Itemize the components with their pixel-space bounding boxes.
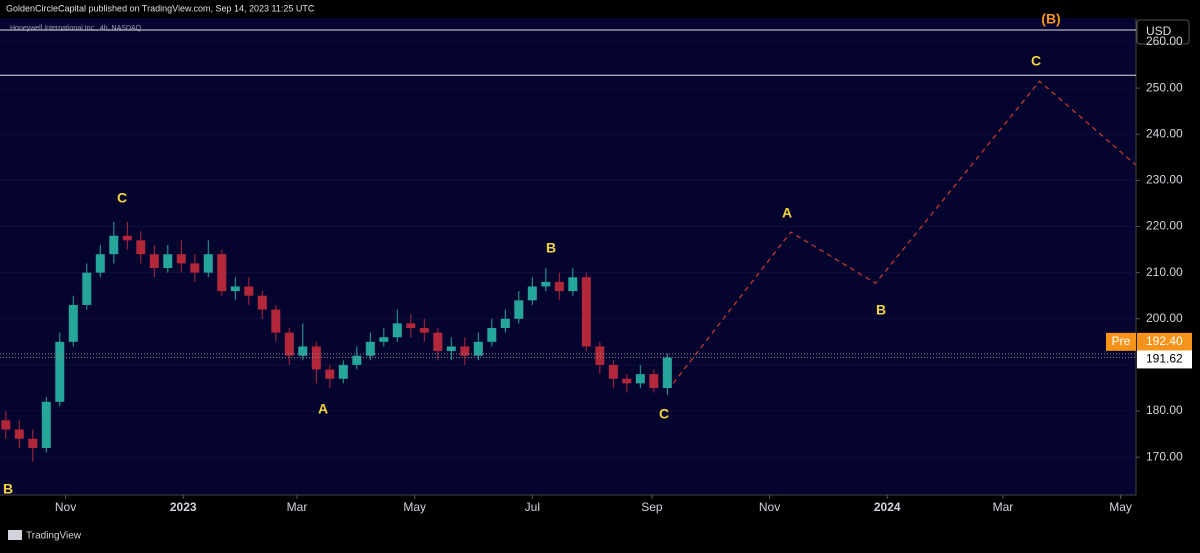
wave-label: (B) [1041,11,1060,27]
candle-body [190,263,200,273]
candle-body [635,374,645,384]
candle-body [55,341,65,402]
candle-body [473,341,483,356]
x-tick-label: Sep [641,500,663,514]
symbol: Honeywell International Inc., 4h, NASDAQ [10,25,142,32]
wave-label: C [659,406,669,422]
candle-body [595,346,605,365]
x-tick-label: May [1109,500,1132,514]
candle-body [82,272,92,305]
candle-body [500,318,510,329]
candle-body [41,401,51,448]
candle-body [419,328,429,333]
candle-body [527,286,537,301]
plot: Nov 2023 Mar May Jul Sep Nov 2024 Mar May B C A B C A B C… [0,11,1140,514]
candle-body [244,286,254,296]
candle-body [622,378,632,384]
candle-body [392,323,402,338]
pre-price-name: Pre [1112,334,1131,348]
plot-area [0,18,1136,495]
candle-body [514,300,524,319]
last-price-tag [1137,350,1192,369]
candle-body [460,346,470,356]
candle-body [28,438,38,448]
candle-body [257,295,267,310]
pre-price-label: 192.40 [1146,334,1183,348]
candle-body [95,254,105,273]
wave-label: C [117,190,127,206]
y-tick-label: 250.00 [1146,80,1183,94]
candle-body [338,364,348,379]
wave-label: B [876,302,886,318]
y-tick-label: 170.00 [1146,449,1183,463]
candle-body [446,346,456,352]
x-tick-label: Jul [525,500,540,514]
candle-body [230,286,240,292]
candle-body [14,429,24,439]
candle-body [68,304,78,342]
candle-body [163,254,173,269]
wave-label: B [3,481,13,497]
footer: TradingView [26,531,82,542]
candle-body [581,277,591,347]
candle-body [109,235,119,255]
y-tick-label: 230.00 [1146,173,1183,187]
last-price-label: 191.62 [1146,352,1183,366]
y-tick-label: 180.00 [1146,403,1183,417]
candle-body [217,254,227,292]
candle-body [662,357,672,388]
candle-body [325,369,335,379]
candle-body [608,364,618,379]
candle-body [311,346,321,370]
candle-body [203,254,213,273]
projection-line [672,80,1137,384]
candle-body [433,332,443,352]
wave-label: A [318,401,328,417]
candle-body [541,281,551,287]
candle-body [649,374,659,388]
candle-body [271,309,281,333]
candle-body [1,420,11,430]
candle-body [176,254,186,264]
header: GoldenCircleCapital published on Trading… [6,3,315,13]
candle-body [568,277,578,292]
y-tick-label: 200.00 [1146,311,1183,325]
candle-body [379,337,389,342]
candle-body [136,240,146,255]
wave-label: B [546,240,556,256]
pre-price-box [1106,332,1136,351]
currency-box [1136,19,1190,45]
wave-label: C [1031,53,1041,69]
x-tick-label: Mar [993,500,1014,514]
currency: USD [1146,24,1172,38]
candle-body [352,355,362,365]
y-tick-label: 240.00 [1146,126,1183,140]
logo [8,530,22,540]
candle-body [406,323,416,329]
candle-body [122,235,132,241]
pre-price-tag [1137,332,1192,351]
candle-body [554,281,564,292]
candle-body [487,328,497,342]
candle-body [284,332,294,356]
x-tick-label: 2024 [874,500,901,514]
y-tick-label: 260.00 [1146,34,1183,48]
x-tick-label: May [403,500,426,514]
x-tick-label: 2023 [170,500,197,514]
x-tick-label: Mar [287,500,308,514]
y-tick-label: 220.00 [1146,219,1183,233]
x-tick-label: Nov [55,500,76,514]
candle-body [298,346,308,356]
x-tick-label: Nov [759,500,780,514]
candle-body [365,341,375,356]
wave-label: A [782,205,792,221]
candle-body [149,254,159,269]
y-tick-label: 210.00 [1146,265,1183,279]
